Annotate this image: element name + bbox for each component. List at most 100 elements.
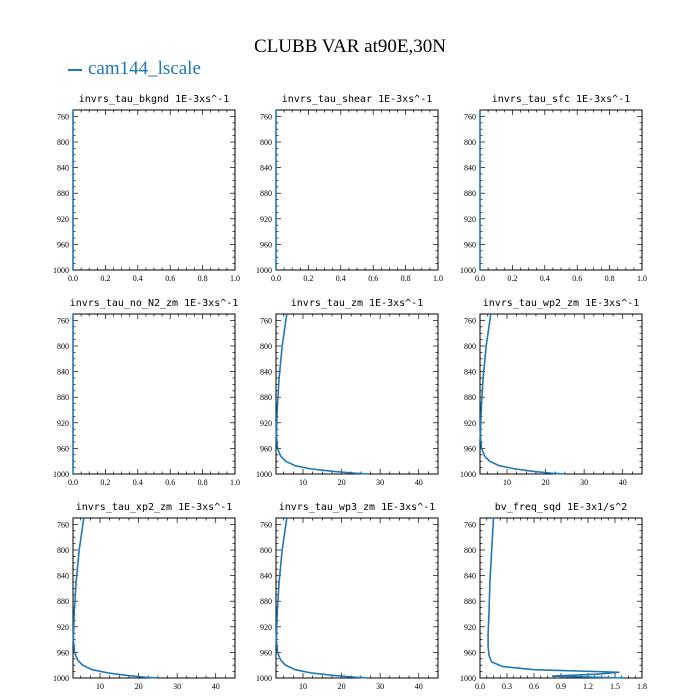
x-tick-label: 0.0 xyxy=(68,478,78,487)
y-tick-label: 920 xyxy=(260,419,272,428)
y-tick-label: 920 xyxy=(260,623,272,632)
panel-8: invrs_tau_wp3_zm 1E-3xs^-1 760 800 840 880 92… xyxy=(256,502,439,691)
x-tick-label: 40 xyxy=(212,682,220,691)
x-tick-label: 20 xyxy=(338,478,346,487)
x-tick-label: 40 xyxy=(415,478,423,487)
y-tick-label: 920 xyxy=(57,623,69,632)
y-tick-label: 920 xyxy=(57,215,69,224)
x-tick-label: 40 xyxy=(415,682,423,691)
panel-6: invrs_tau_wp2_zm 1E-3xs^-1 760 800 840 880 92… xyxy=(460,298,643,487)
x-tick-label: 1.0 xyxy=(637,274,647,283)
y-tick-label: 880 xyxy=(260,597,272,606)
y-tick-label: 840 xyxy=(260,164,272,173)
series-line-1 xyxy=(479,313,565,475)
panel-title: invrs_tau_sfc 1E-3xs^-1 xyxy=(492,94,630,105)
series-line-1 xyxy=(275,313,369,475)
legend: cam144_lscale xyxy=(68,58,201,80)
y-tick-label: 800 xyxy=(260,546,272,555)
y-tick-label: 760 xyxy=(464,316,476,325)
panel-frame xyxy=(479,109,643,271)
y-tick-label: 880 xyxy=(57,189,69,198)
y-tick-label: 840 xyxy=(260,368,272,377)
panel-title: invrs_tau_wp2_zm 1E-3xs^-1 xyxy=(483,298,640,309)
y-tick-label: 800 xyxy=(464,342,476,351)
legend-label: cam144_lscale xyxy=(88,58,201,79)
y-tick-label: 840 xyxy=(57,368,69,377)
y-tick-label: 840 xyxy=(464,572,476,581)
x-tick-label: 20 xyxy=(542,478,550,487)
y-tick-label: 880 xyxy=(464,393,476,402)
y-tick-label: 760 xyxy=(57,316,69,325)
y-tick-label: 1000 xyxy=(256,266,272,275)
y-tick-label: 880 xyxy=(57,597,69,606)
y-tick-label: 1000 xyxy=(256,674,272,683)
x-tick-label: 0.0 xyxy=(475,274,485,283)
legend-swatch xyxy=(68,68,82,71)
y-tick-label: 840 xyxy=(464,164,476,173)
y-tick-label: 960 xyxy=(57,648,69,657)
panel-frame xyxy=(72,517,236,679)
x-tick-label: 20 xyxy=(338,682,346,691)
panel-frame xyxy=(479,517,643,679)
y-tick-label: 880 xyxy=(464,189,476,198)
panel-title: bv_freq_sqd 1E-3x1/s^2 xyxy=(495,502,627,513)
panel-7: invrs_tau_xp2_zm 1E-3xs^-1 760 800 840 880 92… xyxy=(53,502,236,691)
x-tick-label: 0.8 xyxy=(198,478,208,487)
panel-title: invrs_tau_xp2_zm 1E-3xs^-1 xyxy=(76,502,233,513)
panel-2: invrs_tau_shear 1E-3xs^-1 760 800 840 880 920… xyxy=(256,94,443,283)
x-tick-label: 10 xyxy=(96,682,104,691)
panel-frame xyxy=(275,313,439,475)
y-tick-label: 880 xyxy=(464,597,476,606)
y-tick-label: 960 xyxy=(260,444,272,453)
y-tick-label: 800 xyxy=(57,342,69,351)
series-line-1 xyxy=(487,517,625,679)
panel-1: invrs_tau_bkgnd 1E-3xs^-1 760 800 840 880 920… xyxy=(53,94,240,283)
y-tick-label: 800 xyxy=(464,138,476,147)
chart-title: CLUBB VAR at90E,30N xyxy=(254,36,446,57)
y-tick-label: 920 xyxy=(464,419,476,428)
x-tick-label: 0.6 xyxy=(529,682,539,691)
y-tick-label: 840 xyxy=(260,572,272,581)
x-tick-label: 30 xyxy=(580,478,588,487)
y-tick-label: 880 xyxy=(57,393,69,402)
x-tick-label: 10 xyxy=(299,478,307,487)
y-tick-label: 920 xyxy=(464,215,476,224)
y-tick-label: 1000 xyxy=(53,470,69,479)
x-tick-label: 0.6 xyxy=(572,274,582,283)
series-line-1 xyxy=(275,517,369,679)
x-tick-label: 0.6 xyxy=(368,274,378,283)
x-tick-label: 0.9 xyxy=(556,682,566,691)
y-tick-label: 1000 xyxy=(53,674,69,683)
y-tick-label: 960 xyxy=(260,648,272,657)
y-tick-label: 760 xyxy=(57,520,69,529)
y-tick-label: 960 xyxy=(260,240,272,249)
panel-title: invrs_tau_no_N2_zm 1E-3xs^-1 xyxy=(70,298,239,309)
series-line-1 xyxy=(72,517,158,679)
x-tick-label: 0.2 xyxy=(100,478,110,487)
panel-title: invrs_tau_wp3_zm 1E-3xs^-1 xyxy=(279,502,436,513)
y-tick-label: 1000 xyxy=(460,470,476,479)
panel-9: bv_freq_sqd 1E-3x1/s^2 760 800 840 880 920 960… xyxy=(460,502,647,691)
panel-frame xyxy=(72,109,236,271)
x-tick-label: 0.0 xyxy=(68,274,78,283)
x-tick-label: 30 xyxy=(376,682,384,691)
y-tick-label: 1000 xyxy=(460,266,476,275)
panel-5: invrs_tau_zm 1E-3xs^-1 760 800 840 880 920 960… xyxy=(256,298,439,487)
y-tick-label: 760 xyxy=(260,316,272,325)
x-tick-label: 0.0 xyxy=(271,274,281,283)
x-tick-label: 1.8 xyxy=(637,682,647,691)
x-tick-label: 30 xyxy=(376,478,384,487)
x-tick-label: 0.4 xyxy=(133,274,143,283)
y-tick-label: 760 xyxy=(464,520,476,529)
y-tick-label: 800 xyxy=(260,342,272,351)
x-tick-label: 0.2 xyxy=(100,274,110,283)
x-tick-label: 1.0 xyxy=(230,274,240,283)
y-tick-label: 960 xyxy=(464,240,476,249)
x-tick-label: 0.2 xyxy=(303,274,313,283)
x-tick-label: 20 xyxy=(135,682,143,691)
x-tick-label: 1.0 xyxy=(433,274,443,283)
y-tick-label: 1000 xyxy=(53,266,69,275)
y-tick-label: 880 xyxy=(260,393,272,402)
x-tick-label: 0.8 xyxy=(198,274,208,283)
y-tick-label: 880 xyxy=(260,189,272,198)
